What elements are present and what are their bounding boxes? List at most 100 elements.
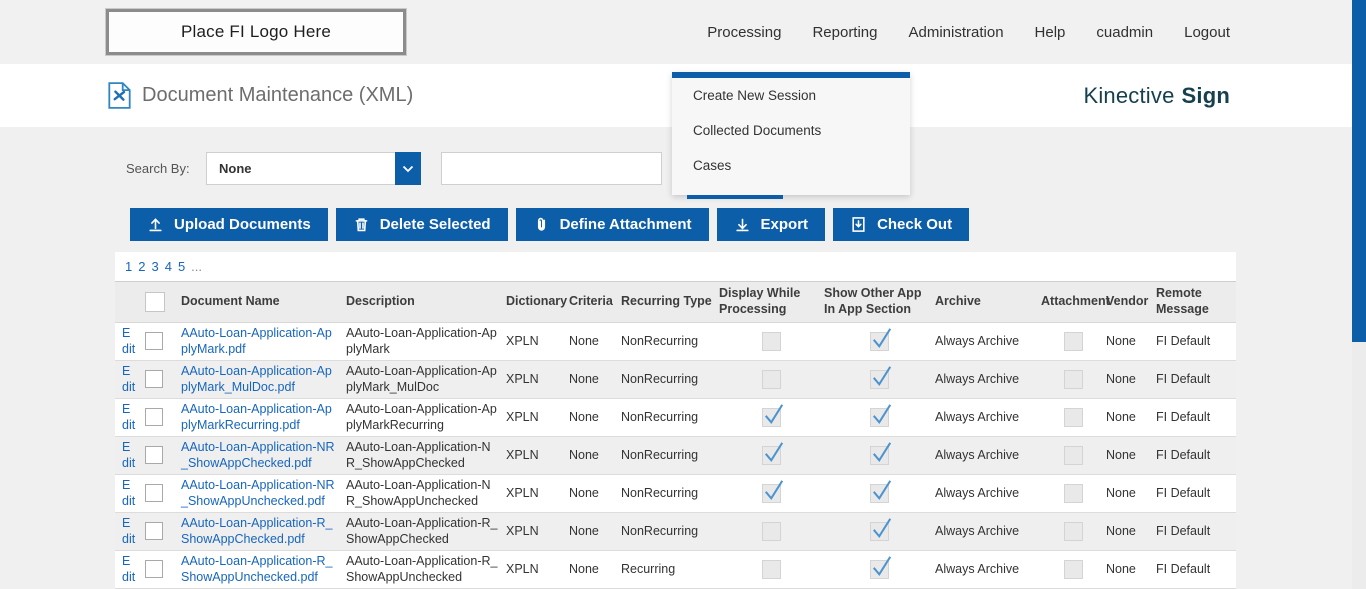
nav-item-administration[interactable]: Administration: [908, 23, 1004, 41]
delete-selected-button[interactable]: Delete Selected: [335, 208, 508, 241]
check-icon: [764, 403, 784, 424]
display-while-processing-checkbox[interactable]: [762, 441, 784, 465]
row-select-checkbox[interactable]: [145, 408, 163, 426]
edit-link[interactable]: Edit: [122, 553, 136, 585]
check-icon: [872, 365, 892, 386]
edit-link[interactable]: Edit: [122, 439, 136, 471]
attachment-checkbox[interactable]: [1064, 445, 1083, 465]
export-button[interactable]: Export: [716, 208, 826, 241]
scrollbar-thumb[interactable]: [1352, 0, 1366, 342]
brand-logo: Kinective Sign: [1083, 64, 1230, 127]
dictionary-cell: XPLN: [506, 435, 569, 474]
define-attachment-button[interactable]: Define Attachment: [515, 208, 709, 241]
row-select-checkbox[interactable]: [145, 370, 163, 388]
show-other-app-checkbox[interactable]: [870, 441, 892, 465]
display-while-processing-checkbox[interactable]: [762, 479, 784, 503]
row-select-checkbox[interactable]: [145, 332, 163, 350]
document-name-link[interactable]: AAuto-Loan-Application-R_ShowAppChecked.…: [181, 515, 333, 547]
vertical-scrollbar[interactable]: [1352, 0, 1366, 589]
edit-link[interactable]: Edit: [122, 363, 136, 395]
edit-link[interactable]: Edit: [122, 477, 136, 509]
dictionary-cell: XPLN: [506, 359, 569, 398]
criteria-cell: None: [569, 549, 621, 588]
page-link-2[interactable]: 2: [138, 259, 146, 274]
page-link-4[interactable]: 4: [164, 259, 172, 274]
document-table: Document Name Description Dictionary Criter…: [115, 282, 1236, 589]
remote-message-cell: FI Default: [1156, 397, 1236, 436]
show-other-app-checkbox[interactable]: [870, 403, 892, 427]
edit-link[interactable]: Edit: [122, 325, 136, 357]
menu-item-create-new-session[interactable]: Create New Session: [693, 88, 817, 103]
edit-link[interactable]: Edit: [122, 401, 136, 433]
remote-message-cell: FI Default: [1156, 359, 1236, 398]
show-other-app-checkbox[interactable]: [870, 365, 892, 389]
recurring-type-cell: NonRecurring: [621, 359, 719, 398]
row-select-checkbox[interactable]: [145, 484, 163, 502]
page-title: Document Maintenance (XML): [142, 84, 414, 106]
upload-documents-button[interactable]: Upload Documents: [130, 208, 328, 241]
description-cell: AAuto-Loan-Application-RS: [346, 587, 506, 589]
table-row: Edit AAuto-Loan-Application-ApplyMarkRecu…: [115, 397, 1236, 436]
attachment-checkbox[interactable]: [1064, 369, 1083, 389]
display-while-processing-checkbox[interactable]: [762, 369, 781, 389]
document-name-link[interactable]: AAuto-Loan-Application-ApplyMark.pdf: [181, 325, 332, 357]
dictionary-cell: XPLN: [506, 473, 569, 512]
nav-item-reporting[interactable]: Reporting: [812, 23, 878, 41]
display-while-processing-checkbox[interactable]: [762, 521, 781, 541]
check-out-button[interactable]: Check Out: [833, 208, 970, 241]
criteria-cell: None: [569, 511, 621, 550]
table-row: Edit AAuto-Loan-Application-NR_ShowAppChe…: [115, 435, 1236, 474]
document-name-link[interactable]: AAuto-Loan-Application-NR_ShowAppChecked…: [181, 439, 335, 471]
search-by-select[interactable]: None: [206, 152, 421, 185]
criteria-cell: None: [569, 359, 621, 398]
nav-item-processing[interactable]: Processing: [707, 23, 782, 41]
show-other-app-checkbox[interactable]: [870, 555, 892, 579]
recurring-type-cell: NonRecurring: [621, 435, 719, 474]
document-name-link[interactable]: AAuto-Loan-Application-NR_ShowAppUncheck…: [181, 477, 335, 509]
nav-item-logout[interactable]: Logout: [1184, 23, 1230, 41]
row-select-checkbox[interactable]: [145, 446, 163, 464]
display-while-processing-checkbox[interactable]: [762, 331, 781, 351]
page-link-1[interactable]: 1: [125, 259, 133, 274]
page-link-3[interactable]: 3: [151, 259, 159, 274]
nav-item-cuadmin[interactable]: cuadmin: [1096, 23, 1154, 41]
attachment-checkbox[interactable]: [1064, 407, 1083, 427]
table-row: Edit AAuto-Loan-Application-ApplyMark_Mul…: [115, 359, 1236, 398]
menu-item-collected-documents[interactable]: Collected Documents: [693, 123, 822, 138]
nav-item-help[interactable]: Help: [1034, 23, 1066, 41]
attachment-checkbox[interactable]: [1064, 483, 1083, 503]
row-select-checkbox[interactable]: [145, 522, 163, 540]
remote-message-cell: FI Default: [1156, 511, 1236, 550]
display-while-processing-checkbox[interactable]: [762, 403, 784, 427]
recurring-type-cell: [621, 587, 719, 589]
vendor-cell: None: [1106, 511, 1156, 550]
document-name-link[interactable]: AAuto-Loan-Application-R_ShowAppUnchecke…: [181, 553, 333, 585]
search-by-label: Search By:: [126, 161, 190, 176]
description-cell: AAuto-Loan-Application-ApplyMark: [346, 325, 497, 357]
document-name-link[interactable]: AAuto-Loan-Application-ApplyMark_MulDoc.…: [181, 363, 332, 395]
edit-link[interactable]: Edit: [122, 515, 136, 547]
vendor-cell: None: [1106, 333, 1136, 348]
menu-item-cases[interactable]: Cases: [693, 158, 732, 173]
table-row: Edit AAuto-Loan-Application-ApplyMark.pdf…: [115, 322, 1236, 360]
attachment-checkbox[interactable]: [1064, 559, 1083, 579]
archive-cell: [935, 587, 1041, 589]
remote-message-cell: FI Default: [1156, 435, 1236, 474]
remote-message-cell: FI Default: [1156, 473, 1236, 512]
archive-cell: Always Archive: [935, 549, 1041, 588]
document-name-link[interactable]: AAuto-Loan-Application-ApplyMarkRecurrin…: [181, 401, 332, 433]
select-dropdown-button[interactable]: [395, 152, 421, 185]
table-row: Edit AAuto-Loan-Application-NR_ShowAppUnc…: [115, 473, 1236, 512]
attachment-checkbox[interactable]: [1064, 521, 1083, 541]
show-other-app-checkbox[interactable]: [870, 517, 892, 541]
row-select-checkbox[interactable]: [145, 560, 163, 578]
search-input[interactable]: [441, 152, 662, 185]
check-icon: [872, 327, 892, 348]
display-while-processing-checkbox[interactable]: [762, 559, 781, 579]
recurring-type-cell: NonRecurring: [621, 397, 719, 436]
page-link-5[interactable]: 5: [177, 259, 186, 274]
show-other-app-checkbox[interactable]: [870, 327, 892, 351]
show-other-app-checkbox[interactable]: [870, 479, 892, 503]
select-all-checkbox[interactable]: [145, 291, 165, 312]
attachment-checkbox[interactable]: [1064, 331, 1083, 351]
